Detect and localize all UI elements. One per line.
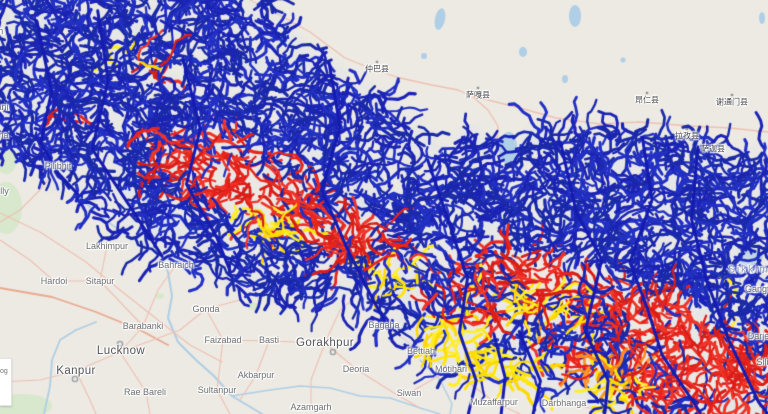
edge-panel-text: og [0, 368, 8, 375]
edge-panel[interactable]: og [0, 358, 12, 406]
